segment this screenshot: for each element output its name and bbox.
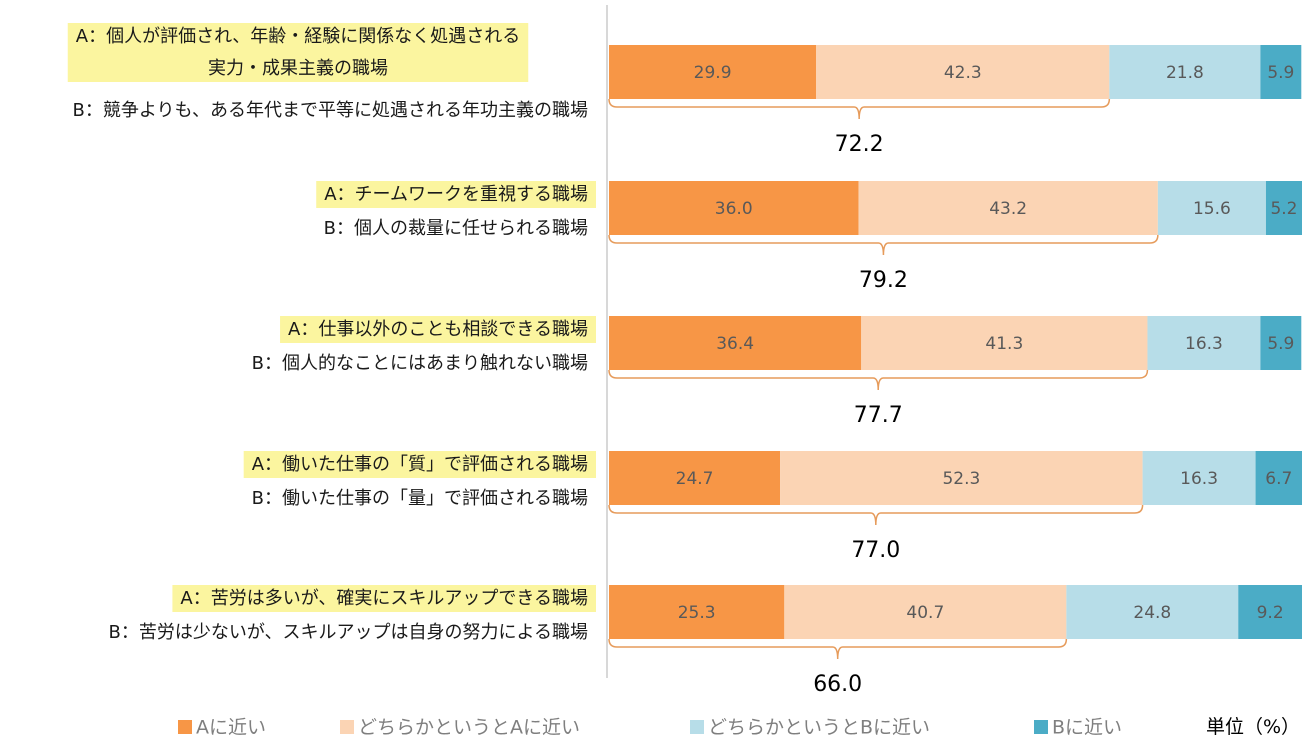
category-label-a: A：苦労は多いが、確実にスキルアップできる職場 xyxy=(180,588,588,609)
category-row: A：苦労は多いが、確実にスキルアップできる職場 B：苦労は少ないが、スキルアップは… xyxy=(109,585,1302,697)
label-highlight-group xyxy=(67,23,529,82)
bar-segment xyxy=(816,45,1110,99)
total-brace xyxy=(608,369,1149,391)
legend-swatch xyxy=(1034,720,1048,734)
bar-value-label: 9.2 xyxy=(1257,603,1284,623)
category-row: A：働いた仕事の「質」で評価される職場 B：働いた仕事の「量」で評価される職場 24… xyxy=(243,451,1302,563)
label-highlight-group xyxy=(243,451,596,478)
unit-label: 単位（%） xyxy=(1206,716,1300,738)
bar-value-label: 43.2 xyxy=(989,199,1027,219)
bar-value-label: 5.9 xyxy=(1267,334,1294,354)
category-label-a: A：仕事以外のことも相談できる職場 xyxy=(288,319,588,340)
total-brace xyxy=(608,504,1144,526)
bar-value-label: 6.7 xyxy=(1265,469,1292,489)
bar-segment xyxy=(609,45,817,99)
label-highlight xyxy=(316,181,596,208)
total-a-label: 77.7 xyxy=(854,403,903,428)
label-highlight xyxy=(172,585,596,612)
category-label-a: A：働いた仕事の「質」で評価される職場 xyxy=(252,454,588,475)
label-highlight-group xyxy=(316,181,596,208)
bar-value-label: 52.3 xyxy=(942,469,980,489)
bar-value-label: 40.7 xyxy=(906,603,944,623)
legend-swatch xyxy=(340,720,354,734)
bar-value-label: 24.8 xyxy=(1133,603,1171,623)
legend-label: Aに近い xyxy=(196,717,266,739)
bar-segment xyxy=(609,181,859,235)
bar-segment xyxy=(1265,181,1302,235)
bar-segment xyxy=(1260,45,1302,99)
bar-segment xyxy=(1142,451,1256,505)
category-row: A：チームワークを重視する職場 B：個人の裁量に任せられる職場 36.0 43.2 15… xyxy=(316,181,1302,293)
category-label-a: A：チームワークを重視する職場 xyxy=(324,184,588,205)
bar-value-label: 42.3 xyxy=(944,63,982,83)
label-highlight-group xyxy=(172,585,596,612)
bar-value-label: 16.3 xyxy=(1180,469,1218,489)
bar-segment xyxy=(784,585,1067,639)
legend-label: どちらかというとBに近い xyxy=(708,717,930,739)
bar-value-label: 41.3 xyxy=(985,334,1023,354)
bar-value-label: 36.0 xyxy=(715,199,753,219)
bar-segment xyxy=(858,181,1158,235)
total-brace xyxy=(608,234,1159,256)
category-label-b: B：競争よりも、ある年代まで平等に処遇される年功主義の職場 xyxy=(73,100,588,121)
bar-segment xyxy=(609,316,862,370)
bar-segment xyxy=(1147,316,1261,370)
bar-segment xyxy=(1260,316,1302,370)
bar-segment xyxy=(1238,585,1302,639)
bar-value-label: 15.6 xyxy=(1193,199,1231,219)
legend-swatch xyxy=(690,720,704,734)
category-label-b: B：個人の裁量に任せられる職場 xyxy=(324,218,588,239)
bar-value-label: 36.4 xyxy=(716,334,754,354)
legend-swatch xyxy=(178,720,192,734)
label-highlight xyxy=(280,316,596,343)
bar-value-label: 5.9 xyxy=(1267,63,1294,83)
bar-segment xyxy=(1255,451,1302,505)
total-a-label: 66.0 xyxy=(813,672,862,697)
total-a-label: 72.2 xyxy=(835,132,884,157)
bar-value-label: 25.3 xyxy=(678,603,716,623)
category-label-b: B：働いた仕事の「量」で評価される職場 xyxy=(252,488,588,509)
category-label-a: 実力・成果主義の職場 xyxy=(208,58,388,79)
bar-segment xyxy=(1066,585,1239,639)
legend: Aに近い どちらかというとAに近い どちらかというとBに近い Bに近い xyxy=(178,717,1122,739)
bar-value-label: 16.3 xyxy=(1185,334,1223,354)
total-brace xyxy=(608,638,1068,660)
label-highlight xyxy=(67,23,529,82)
total-brace xyxy=(608,98,1111,120)
category-label-b: B：個人的なことにはあまり触れない職場 xyxy=(252,353,588,374)
legend-label: どちらかというとAに近い xyxy=(358,717,580,739)
label-highlight-group xyxy=(280,316,596,343)
bar-segment xyxy=(861,316,1148,370)
category-label-b: B：苦労は少ないが、スキルアップは自身の努力による職場 xyxy=(109,622,588,643)
bar-value-label: 24.7 xyxy=(676,469,714,489)
bar-segment xyxy=(609,585,785,639)
bar-value-label: 5.2 xyxy=(1270,199,1297,219)
total-a-label: 77.0 xyxy=(851,538,900,563)
category-row: A：仕事以外のことも相談できる職場 B：個人的なことにはあまり触れない職場 36.4… xyxy=(252,316,1302,428)
bar-value-label: 21.8 xyxy=(1166,63,1204,83)
bar-segment xyxy=(1157,181,1266,235)
bar-segment xyxy=(609,451,781,505)
category-label-a: A：個人が評価され、年齢・経験に関係なく処遇される xyxy=(76,26,521,47)
legend-label: Bに近い xyxy=(1052,717,1122,739)
bar-segment xyxy=(780,451,1143,505)
label-highlight xyxy=(243,451,596,478)
bar-segment xyxy=(1109,45,1261,99)
total-a-label: 79.2 xyxy=(859,268,908,293)
bar-value-label: 29.9 xyxy=(694,63,732,83)
